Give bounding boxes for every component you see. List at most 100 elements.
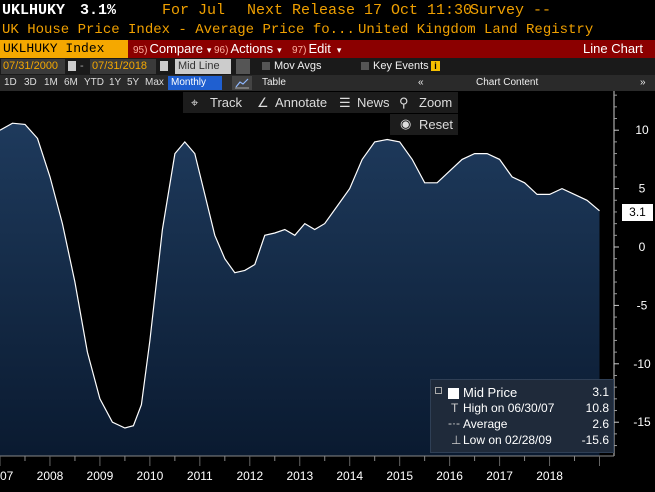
series-swatch (448, 388, 459, 399)
expand-icon[interactable]: » (640, 77, 646, 88)
key-events-label: Key Events (373, 60, 429, 72)
header-bar: UKLHUKY 3.1% For Jul Next Release 17 Oct… (0, 0, 655, 21)
range-5y[interactable]: 5Y (127, 77, 140, 88)
x-tick-label: 2018 (536, 469, 563, 483)
security-input[interactable]: UKLHUKY Index (0, 40, 128, 58)
chart-legend: Mid Price 3.1 T High on 06/30/07 10.8 -·… (430, 379, 614, 453)
dropdown-arrow-icon: ▾ (206, 45, 212, 55)
end-date-field[interactable]: 07/31/2018 (90, 59, 156, 74)
legend-high-label: High on 06/30/07 (463, 401, 555, 415)
chart-mode-select[interactable]: Mid Line (175, 59, 231, 74)
next-release: Next Release 17 Oct 11:30 (247, 2, 473, 19)
y-tick-label: -5 (637, 298, 648, 312)
news-button[interactable]: News (357, 95, 390, 110)
edit-label: Edit (308, 41, 331, 56)
compare-number: 95) (133, 45, 148, 56)
line-chart-icon[interactable] (232, 76, 252, 90)
calendar-icon[interactable] (160, 61, 168, 71)
mode-chart-icon[interactable] (236, 59, 250, 74)
x-tick-label: 2015 (386, 469, 413, 483)
y-tick-label: 10 (635, 123, 649, 137)
key-events-checkbox[interactable] (361, 62, 369, 70)
legend-average-value: 2.6 (592, 417, 609, 431)
chart-svg[interactable]: 10 5 0 -5 -10 -15 2007 2008 2009 2010 2011 2012 2013… (0, 91, 655, 492)
range-3d[interactable]: 3D (24, 77, 37, 88)
table-button[interactable]: Table (262, 77, 286, 88)
chart-tools-bar: ⌖ Track ∠ Annotate ☰ News ⚲ Zoom (183, 92, 458, 113)
mov-avgs-label: Mov Avgs (274, 60, 322, 72)
series-line (0, 122, 600, 429)
average-marker-icon: -·- (448, 416, 460, 430)
compare-label: Compare (149, 41, 203, 56)
collapse-box-icon[interactable] (435, 387, 442, 394)
legend-mid-price-value: 3.1 (592, 385, 609, 399)
y-tick-label: -15 (633, 415, 651, 429)
index-description: UK House Price Index - Average Price fo.… (2, 22, 355, 38)
annotate-icon[interactable]: ∠ (257, 95, 269, 110)
x-tick-label: 2011 (187, 469, 213, 483)
range-max[interactable]: Max (145, 77, 164, 88)
low-marker-icon: ⊥ (451, 433, 462, 447)
legend-mid-price[interactable]: Mid Price 3.1 (431, 385, 615, 401)
data-source: United Kingdom Land Registry (358, 22, 594, 38)
actions-button[interactable]: 96) Actions ▾ (214, 40, 282, 58)
legend-low: ⊥ Low on 02/28/09 -15.6 (431, 433, 615, 449)
edit-button[interactable]: 97) Edit ▾ (292, 40, 341, 58)
last-value-tag: 3.1 (622, 204, 653, 221)
period-label: For Jul (162, 2, 226, 19)
zoom-button[interactable]: Zoom (419, 95, 453, 110)
series-area (0, 123, 600, 456)
x-tick-label: 2010 (137, 469, 164, 483)
x-tick-label: 2007 (0, 469, 14, 483)
start-date-field[interactable]: 07/31/2000 (1, 59, 65, 74)
legend-average: -·- Average 2.6 (431, 416, 615, 433)
zoom-icon[interactable]: ⚲ (399, 95, 409, 110)
compare-button[interactable]: 95) Compare ▾ (133, 40, 211, 58)
survey-label: Survey -- (470, 2, 552, 19)
description-bar: UK House Price Index - Average Price fo.… (0, 21, 655, 40)
actions-number: 96) (214, 45, 229, 56)
annotate-button[interactable]: Annotate (275, 95, 328, 110)
x-tick-label: 2008 (37, 469, 64, 483)
x-tick-label: 2017 (486, 469, 513, 483)
range-1d[interactable]: 1D (4, 77, 17, 88)
range-6m[interactable]: 6M (64, 77, 78, 88)
actions-label: Actions (230, 41, 274, 56)
x-tick-label: 2012 (236, 469, 263, 483)
legend-low-label: Low on 02/28/09 (463, 433, 552, 447)
crosshair-icon[interactable]: ⌖ (191, 95, 199, 110)
current-value: 3.1% (80, 2, 117, 19)
high-marker-icon: T (451, 401, 459, 415)
x-tick-label: 2014 (336, 469, 363, 483)
reset-icon: ◉ (400, 116, 412, 131)
legend-high: T High on 06/30/07 10.8 (431, 401, 615, 417)
legend-mid-price-label: Mid Price (463, 385, 518, 400)
edit-number: 97) (292, 45, 307, 56)
frequency-select[interactable]: Monthly (168, 76, 222, 90)
x-tick-label: 2009 (87, 469, 114, 483)
legend-low-value: -15.6 (581, 433, 609, 447)
y-tick-label: 5 (639, 182, 646, 196)
y-tick-label: -10 (633, 357, 651, 371)
date-separator: - (80, 60, 84, 72)
range-ytd[interactable]: YTD (84, 77, 104, 88)
mov-avgs-checkbox[interactable] (262, 62, 270, 70)
chart-type-label: Line Chart (583, 41, 643, 56)
settings-bar: 07/31/2000 - 07/31/2018 Mid Line Mov Avg… (0, 58, 655, 75)
x-tick-label: 2013 (286, 469, 313, 483)
collapse-icon[interactable]: « (418, 77, 424, 88)
range-1y[interactable]: 1Y (109, 77, 122, 88)
range-1m[interactable]: 1M (44, 77, 58, 88)
dropdown-arrow-icon: ▾ (336, 45, 342, 55)
reset-button[interactable]: ◉ Reset (390, 114, 458, 135)
news-icon[interactable]: ☰ (339, 95, 351, 110)
legend-average-label: Average (463, 417, 508, 431)
calendar-icon[interactable] (68, 61, 76, 71)
y-tick-label: 0 (639, 240, 646, 254)
info-icon[interactable]: i (431, 61, 440, 71)
command-toolbar: UKLHUKY Index 95) Compare ▾ 96) Actions ▾ 97… (0, 40, 655, 58)
ticker-symbol: UKLHUKY (2, 2, 66, 19)
track-button[interactable]: Track (210, 95, 243, 110)
chart-content-button[interactable]: Chart Content (476, 77, 539, 88)
dropdown-arrow-icon: ▾ (277, 45, 282, 55)
